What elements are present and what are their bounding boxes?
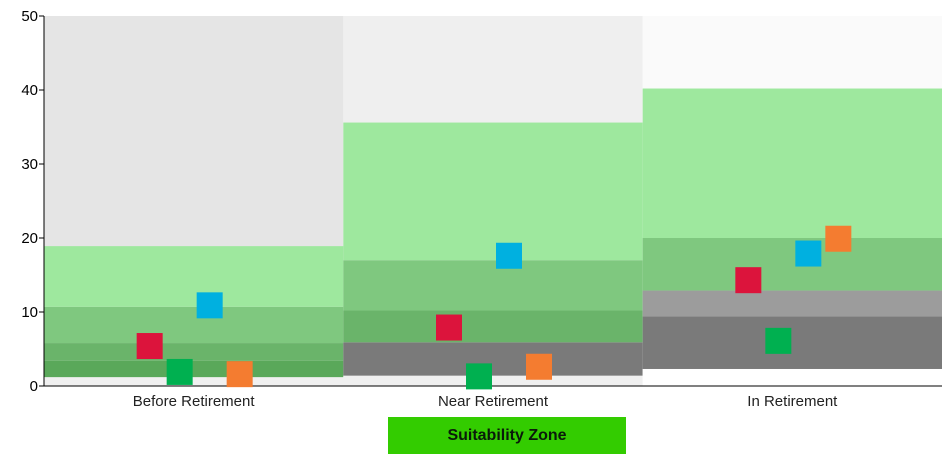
suitability-bands (44, 88, 942, 386)
data-point[interactable] (825, 225, 852, 252)
data-point[interactable] (436, 314, 462, 341)
suitability-band (642, 290, 942, 317)
data-point[interactable] (765, 327, 792, 354)
y-tick-label: 50 (21, 8, 38, 25)
suitability-band (642, 238, 942, 291)
legend-suitability-zone[interactable]: Suitability Zone (388, 417, 626, 454)
data-point[interactable] (166, 358, 193, 385)
legend-label: Suitability Zone (447, 426, 567, 444)
suitability-chart: 0 10 20 30 40 50 Before Retirement Near Retirem… (21, 8, 942, 410)
data-point[interactable] (735, 267, 762, 294)
suitability-band (44, 343, 344, 361)
data-point[interactable] (226, 361, 253, 388)
suitability-band (44, 360, 344, 378)
x-category-label: Near Retirement (438, 393, 549, 410)
data-point[interactable] (795, 240, 822, 267)
suitability-band (642, 368, 942, 386)
suitability-band (44, 377, 344, 386)
y-tick-label: 20 (21, 230, 38, 247)
y-tick-label: 10 (21, 304, 38, 321)
suitability-band (44, 306, 344, 344)
data-points (136, 225, 852, 390)
suitability-band (343, 122, 643, 261)
x-category-label: Before Retirement (133, 393, 256, 410)
data-point[interactable] (496, 242, 522, 269)
data-point[interactable] (196, 292, 223, 319)
suitability-band (642, 88, 942, 239)
suitability-band (642, 316, 942, 369)
y-tick-label: 40 (21, 82, 38, 99)
y-tick-label: 0 (30, 378, 38, 395)
suitability-band (343, 375, 643, 386)
axis-labels: 0 10 20 30 40 50 Before Retirement Near Retirem… (21, 8, 838, 410)
data-point[interactable] (466, 363, 492, 390)
axes (39, 15, 942, 387)
data-point[interactable] (526, 353, 552, 380)
y-tick-label: 30 (21, 156, 38, 173)
suitability-band (343, 310, 643, 343)
suitability-band (343, 260, 643, 311)
suitability-band (44, 246, 344, 307)
suitability-band (343, 342, 643, 376)
data-point[interactable] (136, 333, 163, 360)
x-category-label: In Retirement (747, 393, 838, 410)
